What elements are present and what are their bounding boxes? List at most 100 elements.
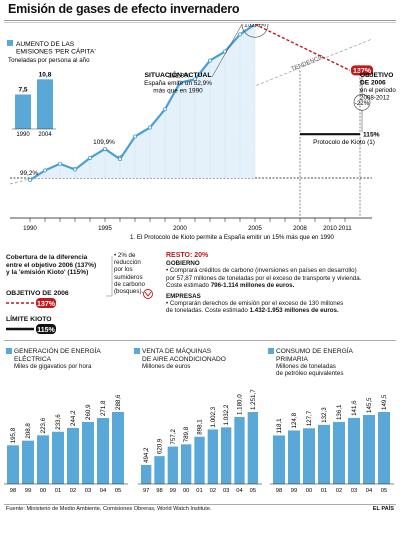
bar-category: 00 — [183, 488, 189, 494]
bar-value: 1.032,2 — [223, 404, 230, 425]
x-tick-label: 1990 — [23, 225, 37, 232]
bar-value: 757,2 — [170, 429, 177, 445]
ac-sales-bar-chart: 494,2 97 620,9 98 757,2 99 789,8 00 898,1 01 1.002… — [138, 389, 262, 494]
bar-value: 244,2 — [70, 410, 77, 426]
x-tick-label: 2000 — [173, 225, 187, 232]
electric-generation-bar-chart: 195,8 98 208,8 99 223,6 00 233,6 01 244,2 02 260,9… — [4, 394, 128, 494]
inset-swatch — [7, 40, 13, 46]
bar-category: 05 — [115, 488, 121, 494]
objective-line-1: en el periodo — [360, 87, 396, 94]
inset-bar-category: 2004 — [38, 132, 52, 138]
inset-bar — [37, 79, 53, 129]
bar — [378, 412, 390, 484]
bar — [154, 456, 165, 484]
objective-2006-marker: 137% — [6, 298, 56, 308]
bar-value: 208,8 — [25, 423, 32, 439]
tendency-label-upper: TENDENCIA — [291, 54, 325, 73]
bar — [37, 435, 49, 484]
bar — [52, 431, 64, 484]
bar-value: 132,3 — [321, 407, 328, 423]
bar-value: 141,6 — [351, 400, 358, 416]
chart-electric-heading: GENERACIÓN DE ENERGÍA ELÉCTRICA Miles de… — [6, 348, 130, 370]
bar-value: 223,6 — [40, 417, 47, 433]
bar — [141, 464, 152, 484]
bar-value: 620,9 — [157, 438, 164, 454]
situation-title: SITUACIÓN ACTUAL — [145, 70, 212, 79]
resto-block: RESTO: 20% GOBIERNO • Comprará créditos … — [166, 252, 362, 315]
footer-source: Fuente: Ministerio de Medio Ambiente, Co… — [6, 506, 212, 512]
bar-category: 00 — [40, 488, 46, 494]
tendency-line-upper — [209, 38, 373, 105]
bar-value: 1.180,0 — [237, 394, 244, 415]
emissions-point — [118, 157, 123, 162]
bar — [333, 422, 345, 484]
inset-subtitle: Toneladas por persona al año — [8, 57, 90, 64]
title-divider — [4, 20, 396, 21]
emissions-point — [73, 167, 78, 172]
inset-bar-category: 1990 — [16, 132, 30, 138]
kyoto-limit-marker: 115% — [6, 324, 56, 334]
bar — [318, 424, 330, 484]
bar — [112, 412, 124, 484]
objective-badge — [351, 65, 373, 76]
emissions-series-line — [29, 24, 256, 181]
objective-2006-label: OBJETIVO DE 2006 — [6, 290, 69, 297]
bar — [181, 444, 192, 484]
x-tick-label: 2011 — [338, 225, 352, 232]
bar-category: 04 — [236, 488, 243, 494]
bar-category: 04 — [366, 488, 373, 494]
bar-category: 02 — [70, 488, 76, 494]
situation-line-2: más que en 1990 — [153, 88, 203, 95]
bar-value: 789,8 — [183, 426, 190, 442]
bar-value: 1.251,7 — [250, 389, 257, 410]
bar-category: 05 — [250, 488, 256, 494]
bar-category: 02 — [210, 488, 216, 494]
section-divider — [4, 340, 396, 341]
inset-bar-value: 10,8 — [39, 71, 52, 78]
footer-divider — [4, 504, 396, 505]
bar-category: 97 — [143, 488, 149, 494]
bar-category: 05 — [381, 488, 387, 494]
emissions-point — [43, 168, 48, 173]
bar — [207, 429, 218, 484]
emissions-point — [58, 161, 63, 166]
emissions-value-label: 132,8% — [168, 73, 190, 80]
bar-category: 98 — [276, 488, 282, 494]
emissions-value-label: 152,9% — [244, 24, 266, 28]
bar-category: 99 — [291, 488, 297, 494]
primary-energy-bar-chart: 118,1 98 124,8 99 127,7 00 132,3 01 136,1 02 141,6… — [270, 394, 394, 494]
bar-value: 1.002,3 — [210, 406, 217, 427]
bar — [273, 435, 285, 484]
kyoto-label: Protocolo de Kioto (1) — [313, 139, 375, 146]
bar — [67, 427, 79, 484]
situation-pointer — [211, 24, 243, 78]
objective-title-2: DE 2006 — [360, 80, 386, 87]
emissions-area — [30, 24, 255, 180]
bar-category: 03 — [223, 488, 229, 494]
inset-bar — [15, 94, 31, 129]
bar-value: 288,6 — [115, 394, 122, 410]
bar-category: 02 — [336, 488, 342, 494]
emissions-point — [103, 146, 108, 151]
page-title: Emisión de gases de efecto invernadero — [8, 2, 240, 16]
bar-value: 195,8 — [10, 427, 17, 443]
bar-value: 124,8 — [291, 412, 298, 428]
bar-category: 03 — [351, 488, 357, 494]
emissions-point — [147, 125, 152, 130]
emissions-point — [177, 80, 182, 85]
bar-value: 118,1 — [276, 418, 283, 434]
bar — [97, 418, 109, 484]
sink-text: • 2% de reducción por los sumideros de c… — [114, 252, 145, 296]
emissions-point — [132, 134, 137, 139]
bar — [348, 417, 360, 484]
bar — [7, 445, 19, 484]
bar — [194, 436, 205, 484]
bar-value: 898,1 — [197, 419, 204, 435]
title-divider-thin — [4, 22, 396, 23]
bar-value: 127,7 — [306, 410, 313, 426]
emissions-value-label: 109,9% — [93, 139, 115, 146]
bar-category: 04 — [100, 488, 107, 494]
situation-line-1: España emite un 52,9% — [144, 80, 212, 87]
coverage-text: Cobertura de la diferencia entre el obje… — [6, 254, 97, 277]
